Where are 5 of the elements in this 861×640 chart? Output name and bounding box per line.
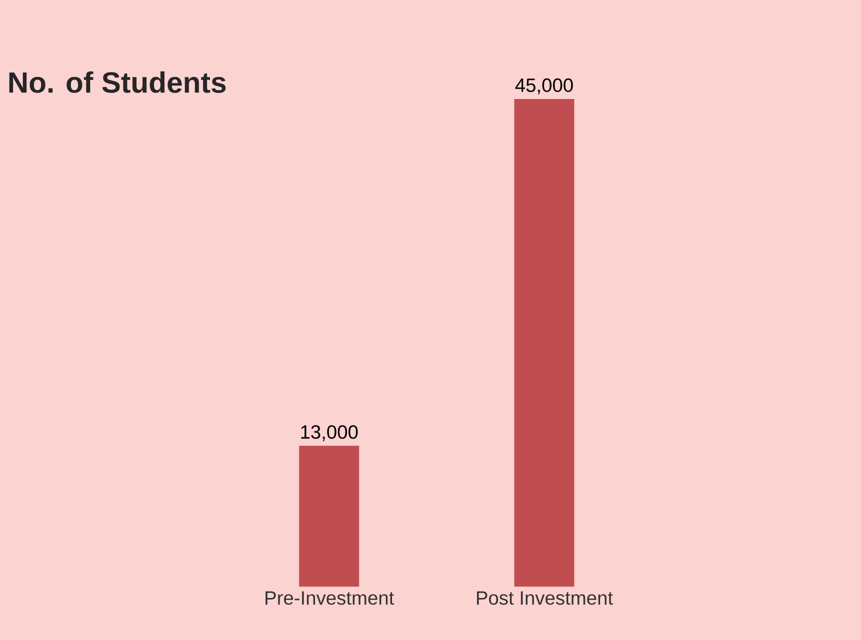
data-label: 13,000 [301, 425, 358, 442]
data-label: 45,000 [515, 78, 573, 94]
x-tick-label: Pre-Investment [266, 591, 394, 605]
chart-title: No. of Students [9, 71, 226, 93]
x-tick-label: Post Investment [476, 591, 613, 605]
